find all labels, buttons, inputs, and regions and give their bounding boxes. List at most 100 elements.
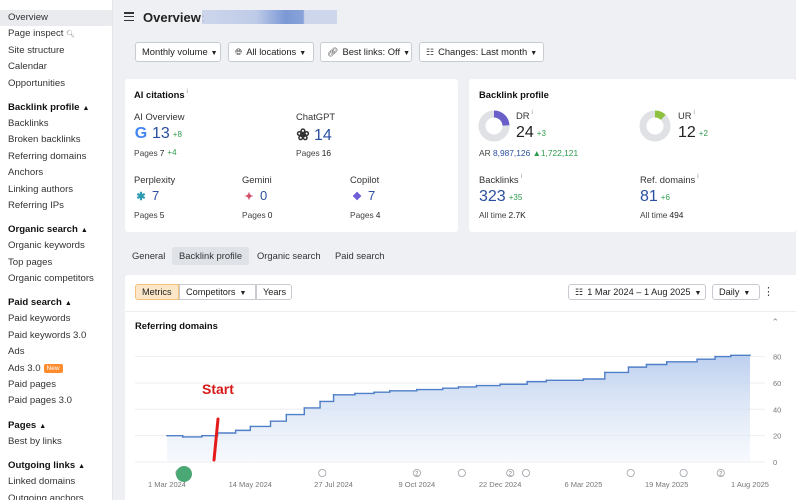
sidebar-item-page-inspect[interactable]: Page inspect 🔍︎ <box>0 26 112 42</box>
data-point <box>645 363 648 366</box>
changes-dropdown[interactable]: ☷ Changes: Last month ▼ <box>419 42 544 62</box>
sidebar-item-linked-domains[interactable]: Linked domains <box>8 476 76 488</box>
data-point <box>441 387 444 390</box>
granularity-dropdown[interactable]: Daily ▼ <box>712 284 760 300</box>
event-marker-label: 2 <box>719 472 723 478</box>
ref-domains-alltime: All time 494 <box>640 210 684 220</box>
perplexity-value[interactable]: ✱ 7 <box>134 188 159 203</box>
sidebar-item-best-by-links[interactable]: Best by links <box>8 435 62 447</box>
sidebar-item-broken-backlinks[interactable]: Broken backlinks <box>8 134 81 146</box>
sidebar-section-outgoing-links[interactable]: Outgoing links ▲ <box>0 458 112 474</box>
data-point <box>181 436 184 438</box>
donut-fill <box>478 110 510 142</box>
sidebar-item-referring-ips[interactable]: Referring IPs <box>8 199 64 211</box>
copilot-value[interactable]: ❖ 7 <box>350 188 375 203</box>
series-area <box>167 355 750 462</box>
chevron-up-icon[interactable]: ⌃ <box>771 317 779 327</box>
chevron-down-icon: ▼ <box>299 50 307 57</box>
sidebar-item-site-structure[interactable]: Site structure <box>8 44 65 56</box>
backlinks-value[interactable]: 323 +35 <box>479 188 523 205</box>
hamburger-menu-icon[interactable] <box>124 12 134 22</box>
sidebar-item-organic-keywords[interactable]: Organic keywords <box>8 240 85 252</box>
card-title: Backlink profile <box>479 89 549 100</box>
ur-label: UR i <box>678 110 695 121</box>
sidebar-item-outgoing-anchors[interactable]: Outgoing anchors <box>8 492 84 500</box>
info-icon[interactable]: i <box>531 110 533 116</box>
chatgpt-label: ChatGPT <box>296 111 336 122</box>
sidebar-item-paid-pages-3[interactable]: Paid pages 3.0 <box>8 395 73 407</box>
sidebar-item-linking-authors[interactable]: Linking authors <box>8 183 74 195</box>
donut-fill <box>639 110 671 142</box>
data-point <box>665 361 668 363</box>
dr-label: DR i <box>516 110 533 121</box>
chart-panel: Metrics Competitors ▼ Years ☷ 1 Mar 2024 –… <box>125 275 796 500</box>
sidebar-item-calendar[interactable]: Calendar <box>8 61 47 73</box>
event-marker <box>318 468 327 477</box>
x-tick-label: 6 Mar 2025 <box>564 480 602 489</box>
caret-up-icon: ▲ <box>82 104 90 112</box>
tab-backlink-profile[interactable]: Backlink profile <box>172 247 250 265</box>
y-tick-label: 40 <box>773 405 781 414</box>
data-point <box>582 378 585 380</box>
volume-dropdown[interactable]: Monthly volume ▼ <box>135 42 221 62</box>
sidebar-item-referring-domains[interactable]: Referring domains <box>8 150 87 162</box>
sidebar-section-title: Backlink profile <box>8 101 80 113</box>
perplexity-pages: Pages 5 <box>134 210 165 220</box>
best-links-dropdown[interactable]: 🔗︎ Best links: Off ▼ <box>320 42 412 62</box>
sidebar-item-ads-3[interactable]: Ads 3.0 New <box>0 361 112 377</box>
sidebar-section-pages[interactable]: Pages ▲ <box>0 418 112 434</box>
y-tick-label: 60 <box>773 379 781 388</box>
ur-donut-chart <box>639 110 671 142</box>
ai-overview-label: AI Overview <box>134 111 185 122</box>
segment-metrics[interactable]: Metrics <box>135 284 179 300</box>
y-axis-labels: 0 20 40 60 80 <box>773 353 781 467</box>
sidebar-item-organic-competitors[interactable]: Organic competitors <box>8 273 94 285</box>
date-range-picker[interactable]: ☷ 1 Mar 2024 – 1 Aug 2025 ▼ <box>568 284 706 300</box>
data-point <box>373 391 375 393</box>
ar-value[interactable]: 8,987,126 <box>492 148 531 158</box>
link-icon: 🔗︎ <box>327 47 339 57</box>
data-point <box>234 429 237 432</box>
ai-overview-value[interactable]: G 13 +8 <box>134 125 182 142</box>
copilot-label: Copilot <box>350 174 380 185</box>
sidebar-section-title: Outgoing links <box>8 460 76 472</box>
y-tick-label: 20 <box>773 432 781 441</box>
event-marker-label: 2 <box>415 472 419 478</box>
sidebar-item-paid-keywords-3[interactable]: Paid keywords 3.0 <box>8 329 87 341</box>
sidebar-section-backlink-profile[interactable]: Backlink profile ▲ <box>0 100 112 116</box>
info-icon[interactable]: i <box>697 174 699 180</box>
calendar-icon: ☷ <box>426 47 435 57</box>
segment-competitors[interactable]: Competitors ▼ <box>179 284 256 300</box>
data-point <box>249 425 252 428</box>
sidebar-item-top-pages[interactable]: Top pages <box>8 256 53 268</box>
info-icon[interactable]: i <box>520 174 522 180</box>
segment-years[interactable]: Years <box>256 284 292 300</box>
sidebar-item-overview[interactable]: Overview <box>0 10 112 27</box>
tab-general[interactable]: General <box>132 250 166 261</box>
sidebar-item-opportunities[interactable]: Opportunities <box>8 77 66 89</box>
ref-domains-value[interactable]: 81 +6 <box>640 188 670 205</box>
event-marker <box>457 468 466 477</box>
sidebar-section-organic-search[interactable]: Organic search ▲ <box>0 222 112 238</box>
copilot-pages: Pages 4 <box>350 210 381 220</box>
page-title: Overview: <box>143 10 206 25</box>
sidebar-item-anchors[interactable]: Anchors <box>8 167 44 179</box>
sidebar-item-paid-pages[interactable]: Paid pages <box>8 379 57 391</box>
sidebar-item-paid-keywords[interactable]: Paid keywords <box>8 313 71 325</box>
tab-organic-search[interactable]: Organic search <box>257 250 321 261</box>
data-point <box>166 434 168 437</box>
x-tick-label: 14 May 2024 <box>229 480 272 489</box>
more-options-icon[interactable]: ⋮ <box>763 286 774 298</box>
info-icon[interactable]: i <box>186 89 188 95</box>
sidebar-item-ads[interactable]: Ads <box>8 346 25 358</box>
tab-paid-search[interactable]: Paid search <box>335 250 385 261</box>
info-icon[interactable]: i <box>693 110 695 116</box>
backlinks-alltime: All time 2.7K <box>479 210 526 220</box>
chatgpt-value[interactable]: ❀ 14 <box>296 127 332 144</box>
sidebar-section-paid-search[interactable]: Paid search ▲ <box>0 295 112 311</box>
chart-area-layer <box>166 354 751 462</box>
chevron-down-icon: ▼ <box>530 50 538 57</box>
gemini-value[interactable]: ✦ 0 <box>242 188 267 203</box>
sidebar-item-backlinks[interactable]: Backlinks <box>8 117 49 129</box>
locations-dropdown[interactable]: 🌐︎ All locations ▼ <box>228 42 314 62</box>
